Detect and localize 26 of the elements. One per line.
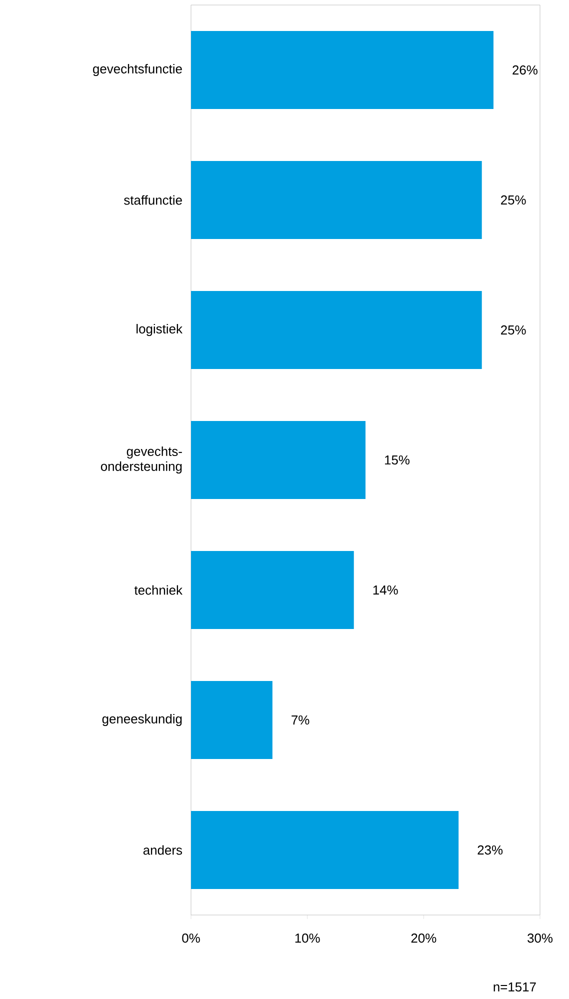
- y-tick-label: anders: [143, 845, 182, 855]
- bar: [191, 421, 366, 500]
- bar: [191, 681, 272, 760]
- data-label: 7%: [292, 715, 310, 725]
- y-tick-label: logistiek: [136, 324, 182, 336]
- data-label: 23%: [478, 845, 503, 855]
- bar: [191, 291, 482, 370]
- data-label: 14%: [373, 585, 398, 595]
- y-tick-label: gevechtsfunctie: [93, 64, 182, 76]
- bar: [191, 551, 354, 630]
- data-label: 26%: [512, 65, 538, 75]
- y-tick-label: techniek: [134, 585, 182, 595]
- text: n=1517: [494, 982, 536, 992]
- y-tick-label: geneeskundig: [102, 714, 182, 726]
- data-label: 15%: [385, 455, 410, 465]
- x-tick-label: 0%: [182, 934, 200, 943]
- y-tick-label: staffunctie: [124, 195, 182, 205]
- bar: [191, 161, 482, 240]
- data-label: 25%: [501, 325, 526, 335]
- x-tick-label: 20%: [411, 934, 436, 943]
- x-tick-label: 30%: [528, 934, 553, 943]
- y-tick-label: gevechts-ondersteuning: [100, 446, 182, 474]
- x-tick-label: 10%: [295, 934, 320, 943]
- bar: [191, 811, 459, 890]
- bar: [191, 31, 494, 110]
- data-label: 25%: [501, 195, 526, 205]
